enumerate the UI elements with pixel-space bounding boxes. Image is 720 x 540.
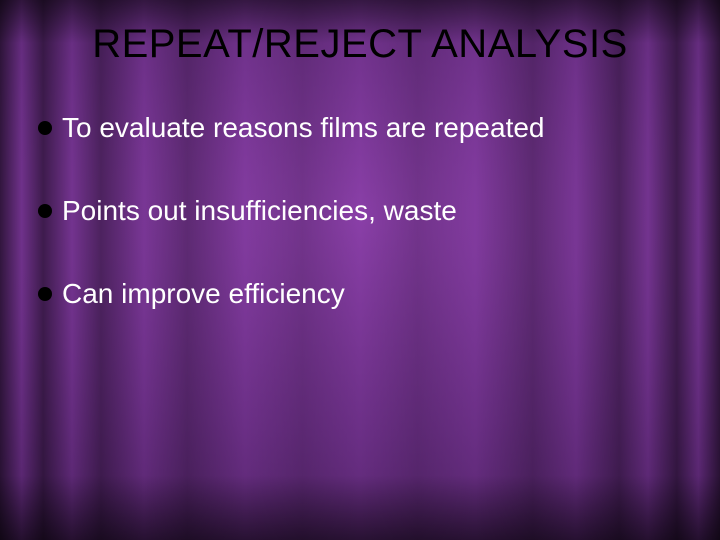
- bullet-text: Points out insufficiencies, waste: [62, 193, 457, 228]
- slide: REPEAT/REJECT ANALYSIS To evaluate reaso…: [0, 0, 720, 540]
- bullet-text: To evaluate reasons films are repeated: [62, 110, 545, 145]
- bullet-icon: [38, 204, 52, 218]
- list-item: To evaluate reasons films are repeated: [38, 110, 682, 145]
- bullet-list: To evaluate reasons films are repeated P…: [38, 110, 682, 359]
- list-item: Can improve efficiency: [38, 276, 682, 311]
- list-item: Points out insufficiencies, waste: [38, 193, 682, 228]
- bullet-icon: [38, 287, 52, 301]
- slide-title: REPEAT/REJECT ANALYSIS: [0, 22, 720, 67]
- bullet-icon: [38, 121, 52, 135]
- bullet-text: Can improve efficiency: [62, 276, 345, 311]
